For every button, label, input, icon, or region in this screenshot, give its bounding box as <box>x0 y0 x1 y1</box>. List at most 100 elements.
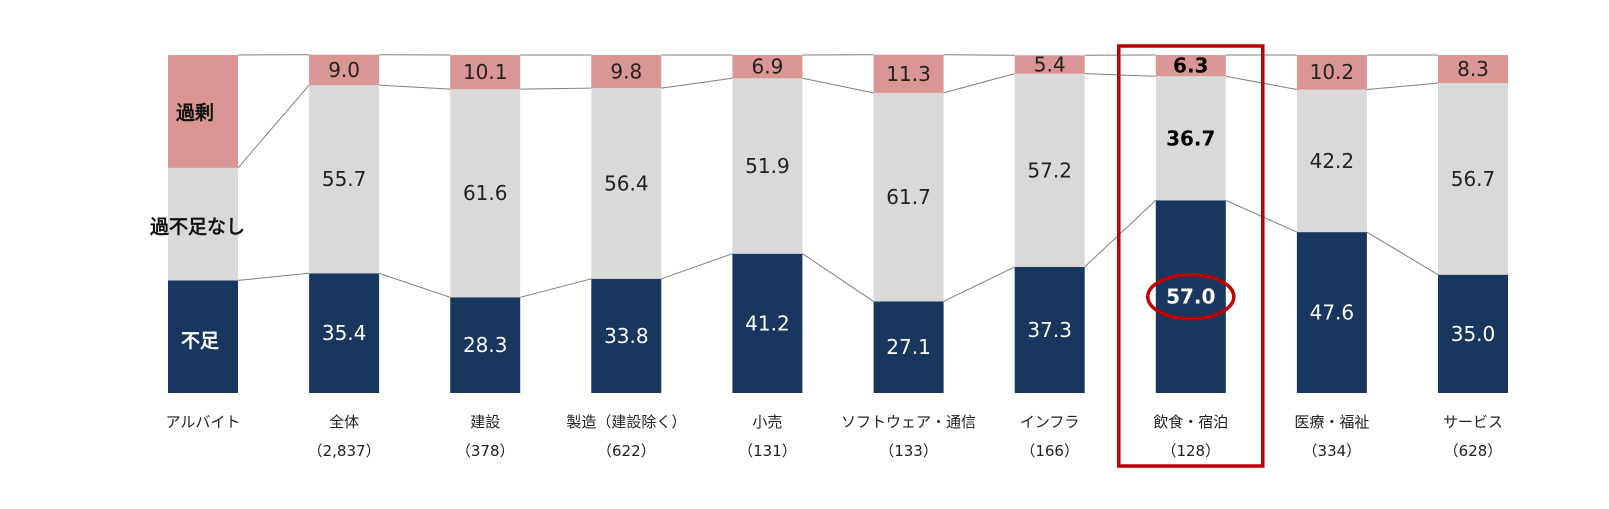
bar-segment-surplus <box>732 55 803 79</box>
value-label-shortage: 27.1 <box>886 335 931 359</box>
bar-segment-balanced <box>450 89 521 298</box>
value-label-surplus: 6.9 <box>752 55 784 79</box>
bar-segments <box>168 54 1508 393</box>
category-name: アルバイト <box>165 413 241 431</box>
bar-segment-shortage <box>1296 232 1367 393</box>
connector-line <box>1366 231 1439 276</box>
legend-shortage: 不足 <box>181 330 220 352</box>
category-label: 製造（建設除く） （622） <box>541 408 711 466</box>
value-label-balanced: 61.6 <box>463 181 508 205</box>
connector-line <box>1366 82 1439 90</box>
connector-line <box>237 272 310 281</box>
connector-line <box>520 87 592 90</box>
bar-segment-surplus <box>1296 55 1367 90</box>
highlight-box <box>1117 44 1265 468</box>
category-count: （378） <box>455 442 515 460</box>
bar-segment-shortage <box>309 273 380 393</box>
category-count: （2,837） <box>307 442 381 460</box>
category-count: （334） <box>1302 442 1362 460</box>
bar-segment-shortage <box>873 301 944 393</box>
bar-segment-balanced <box>1296 89 1367 233</box>
category-name: 建設 <box>470 413 501 431</box>
connector-line <box>802 77 874 94</box>
category-count: （628） <box>1443 442 1503 460</box>
category-label: 飲食・宿泊 （128） <box>1106 408 1276 466</box>
bar-segment-surplus <box>168 55 238 168</box>
bar-segment-shortage <box>1438 274 1508 393</box>
value-label-balanced: 42.2 <box>1310 149 1355 173</box>
value-label-balanced: 36.7 <box>1166 126 1215 150</box>
bar-segment-shortage <box>591 278 662 393</box>
value-label-balanced: 61.7 <box>886 185 931 209</box>
connector-line <box>802 253 874 302</box>
bar-segment-surplus <box>309 54 380 86</box>
category-label: サービス （628） <box>1388 408 1558 466</box>
value-label-balanced: 57.2 <box>1027 158 1072 182</box>
bar-segment-balanced <box>1155 76 1226 201</box>
category-count: （166） <box>1020 442 1079 460</box>
bar-segment-balanced <box>732 78 803 254</box>
category-name: 全体 <box>329 413 360 431</box>
value-label-balanced: 56.7 <box>1451 167 1496 191</box>
connector-line <box>943 54 1015 56</box>
value-label-surplus: 11.3 <box>886 62 931 86</box>
connector-line <box>520 278 592 298</box>
value-labels: 35.4 55.7 9.0 28.3 61.6 10.1 33.8 56.4 9.8 41.2 51… <box>322 53 1495 360</box>
bar-segment-shortage <box>450 297 521 393</box>
bar-segment-balanced <box>1438 83 1508 275</box>
highlight-circle <box>1146 272 1236 321</box>
category-name: インフラ <box>1019 413 1080 431</box>
category-count: （128） <box>1161 442 1221 460</box>
value-label-shortage: 35.4 <box>322 321 367 345</box>
value-label-shortage: 28.3 <box>463 333 508 357</box>
category-label: 建設 （378） <box>400 408 570 466</box>
bar-segment-surplus <box>1155 55 1226 77</box>
connector-line <box>943 266 1015 302</box>
category-label: 医療・福祉 （334） <box>1247 408 1417 466</box>
bar-segment-shortage <box>168 280 238 393</box>
connector-line <box>661 253 733 280</box>
bar-segment-shortage <box>1155 200 1226 393</box>
category-name: ソフトウェア・通信 <box>841 413 977 431</box>
value-label-balanced: 55.7 <box>322 167 367 191</box>
value-label-shortage: 35.0 <box>1451 322 1496 346</box>
value-label-surplus: 8.3 <box>1457 57 1489 81</box>
category-name: サービス <box>1442 413 1503 431</box>
bar-segment-surplus <box>1438 55 1508 84</box>
bar-segment-shortage <box>732 253 803 393</box>
bar-segment-balanced <box>873 92 944 302</box>
value-label-surplus: 5.4 <box>1034 53 1066 77</box>
value-label-surplus: 10.1 <box>463 60 508 84</box>
connector-line <box>378 272 451 298</box>
value-label-shortage: 37.3 <box>1027 318 1072 342</box>
category-label: 全体 （2,837） <box>259 408 429 466</box>
connector-line <box>943 73 1015 94</box>
value-label-balanced: 51.9 <box>745 154 790 178</box>
bar-segment-surplus <box>873 54 944 93</box>
value-label-surplus: 9.8 <box>610 60 642 84</box>
connector-line <box>237 84 310 169</box>
category-count: （622） <box>597 442 656 460</box>
highlight-marks <box>1117 44 1265 468</box>
value-label-shortage: 33.8 <box>604 324 649 348</box>
legend-surplus: 過剰 <box>176 102 215 124</box>
category-count: （131） <box>738 442 797 460</box>
value-label-shortage: 57.0 <box>1166 285 1215 309</box>
bar-segment-balanced <box>168 167 238 281</box>
bar-segment-balanced <box>591 88 662 279</box>
value-label-surplus: 6.3 <box>1173 54 1208 78</box>
value-label-surplus: 10.2 <box>1310 60 1355 84</box>
bar-segment-balanced <box>309 85 380 274</box>
value-label-surplus: 9.0 <box>328 58 360 82</box>
bar-segment-surplus <box>591 55 662 89</box>
bar-segment-shortage <box>1014 266 1085 393</box>
value-label-shortage: 41.2 <box>745 311 790 335</box>
category-label: ソフトウェア・通信 （133） <box>824 408 994 466</box>
connector-line <box>379 84 451 90</box>
category-label: 小売 （131） <box>682 408 852 466</box>
category-name: 製造（建設除く） <box>566 413 687 431</box>
bar-segment-surplus <box>1014 55 1085 74</box>
category-name: 飲食・宿泊 <box>1153 413 1229 431</box>
value-label-shortage: 47.6 <box>1310 301 1355 325</box>
